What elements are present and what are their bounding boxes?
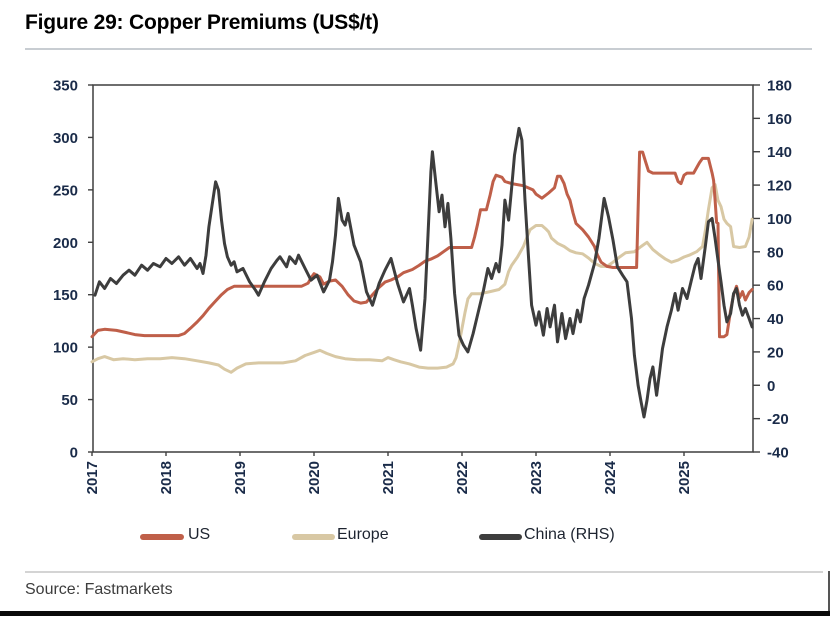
legend-item-us: US — [140, 525, 250, 551]
y-right-tick-label: 180 — [767, 78, 792, 95]
y-right-tick-label: 60 — [767, 278, 784, 295]
y-right-tick-label: 40 — [767, 311, 784, 328]
x-axis-year-label: 2017 — [84, 461, 101, 494]
y-right-tick-label: 140 — [767, 144, 792, 161]
x-axis-year-label: 2020 — [306, 461, 323, 494]
europe-line-swatch-icon — [292, 534, 335, 540]
source-divider — [25, 571, 823, 573]
x-axis-year-label: 2022 — [454, 461, 471, 494]
series-line-china-rhs — [93, 126, 754, 419]
y-left-tick-label: 100 — [53, 340, 78, 357]
x-axis-year-label: 2021 — [380, 461, 397, 494]
china-line-swatch-icon — [479, 534, 522, 540]
x-axis-year-label: 2023 — [528, 461, 545, 494]
x-axis-year-label: 2024 — [602, 460, 619, 494]
series-line-us — [90, 150, 754, 339]
series-line-europe — [90, 183, 754, 374]
y-right-tick-label: 80 — [767, 244, 784, 261]
title-divider — [25, 48, 812, 50]
y-right-tick-label: 100 — [767, 211, 792, 228]
legend-label-europe: Europe — [337, 526, 389, 543]
y-left-tick-label: 200 — [53, 235, 78, 252]
y-left-tick-label: 300 — [53, 130, 78, 147]
y-right-tick-label: 20 — [767, 344, 784, 361]
x-axis-year-label: 2025 — [676, 461, 693, 494]
y-right-tick-label: 120 — [767, 178, 792, 195]
x-axis-year-label: 2019 — [232, 461, 249, 494]
legend-item-europe: Europe — [292, 525, 422, 551]
us-line-swatch-icon — [140, 534, 184, 540]
y-right-tick-label: 160 — [767, 111, 792, 128]
y-right-tick-label: -20 — [767, 411, 789, 428]
plot-frame — [92, 84, 754, 453]
right-border-segment — [828, 571, 830, 616]
legend-label-china: China (RHS) — [524, 526, 615, 543]
bottom-border-bar — [0, 611, 830, 616]
figure-title: Figure 29: Copper Premiums (US$/t) — [25, 11, 379, 34]
legend-item-china: China (RHS) — [479, 525, 649, 551]
y-left-tick-label: 150 — [53, 287, 78, 304]
x-axis-year-label: 2018 — [158, 461, 175, 494]
y-right-tick-label: 0 — [767, 378, 775, 395]
y-left-tick-label: 0 — [70, 445, 78, 462]
chart-legend: US Europe China (RHS) — [0, 525, 830, 555]
y-left-tick-label: 350 — [53, 78, 78, 95]
legend-label-us: US — [188, 526, 211, 543]
y-left-tick-label: 250 — [53, 182, 78, 199]
y-left-tick-label: 50 — [61, 392, 78, 409]
source-note: Source: Fastmarkets — [25, 581, 173, 598]
y-right-tick-label: -40 — [767, 445, 789, 462]
